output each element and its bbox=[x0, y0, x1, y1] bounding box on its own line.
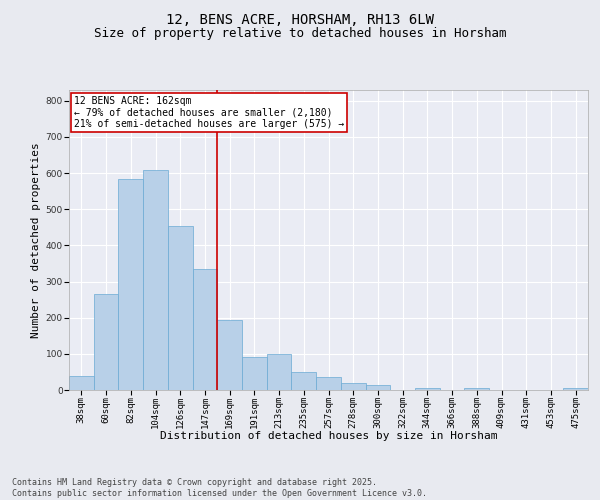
Text: 12 BENS ACRE: 162sqm
← 79% of detached houses are smaller (2,180)
21% of semi-de: 12 BENS ACRE: 162sqm ← 79% of detached h… bbox=[74, 96, 344, 129]
Text: 12, BENS ACRE, HORSHAM, RH13 6LW: 12, BENS ACRE, HORSHAM, RH13 6LW bbox=[166, 12, 434, 26]
Text: Contains HM Land Registry data © Crown copyright and database right 2025.
Contai: Contains HM Land Registry data © Crown c… bbox=[12, 478, 427, 498]
X-axis label: Distribution of detached houses by size in Horsham: Distribution of detached houses by size … bbox=[160, 432, 497, 442]
Bar bbox=[168, 226, 193, 390]
Bar bbox=[292, 372, 316, 390]
Bar bbox=[242, 358, 267, 390]
Text: Size of property relative to detached houses in Horsham: Size of property relative to detached ho… bbox=[94, 28, 506, 40]
Bar bbox=[415, 388, 440, 390]
Bar bbox=[464, 388, 489, 390]
Bar bbox=[217, 320, 242, 390]
Bar bbox=[341, 384, 365, 390]
Bar bbox=[316, 378, 341, 390]
Bar bbox=[143, 170, 168, 390]
Bar bbox=[69, 376, 94, 390]
Bar bbox=[267, 354, 292, 390]
Bar bbox=[193, 269, 217, 390]
Bar bbox=[563, 388, 588, 390]
Bar bbox=[94, 294, 118, 390]
Y-axis label: Number of detached properties: Number of detached properties bbox=[31, 142, 41, 338]
Bar bbox=[118, 178, 143, 390]
Bar bbox=[365, 386, 390, 390]
